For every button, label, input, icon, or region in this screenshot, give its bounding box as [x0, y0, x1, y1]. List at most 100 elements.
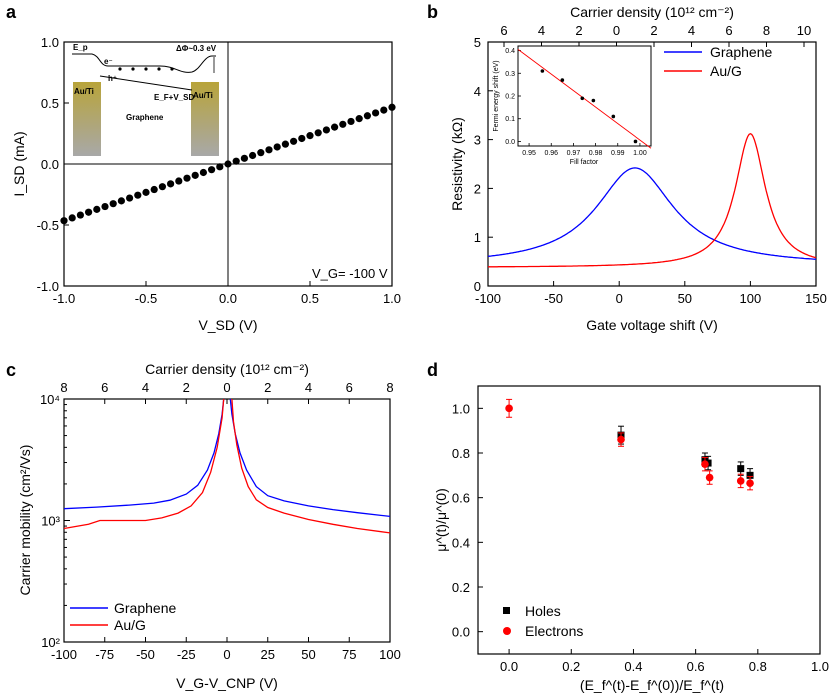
a-data-point	[363, 112, 371, 120]
inset-data-point	[540, 69, 545, 73]
b-xtick-label: 0	[616, 291, 623, 306]
a-data-point	[191, 171, 199, 179]
panel-a-ylabel: I_SD (mA)	[11, 131, 27, 196]
a-data-point	[126, 194, 134, 202]
a-data-point	[257, 149, 265, 157]
c-xtick-label: 0	[223, 647, 230, 662]
legend-c-aug-label: Au/G	[114, 617, 146, 633]
a-data-point	[142, 188, 150, 196]
d-holes-point	[746, 471, 754, 479]
b-series-aug-line	[488, 132, 817, 268]
a-data-point	[265, 146, 273, 154]
a-data-point	[117, 197, 125, 205]
panel-b-ylabel: Resistivity (kΩ)	[449, 117, 465, 211]
a-data-point	[380, 106, 388, 114]
c-series-aug-left	[63, 398, 225, 530]
panel-b-frame	[487, 41, 817, 287]
panel-a-iv-curve: -1.0 -0.5 0.0 0.5 1.0 1.0 0.5 0.0 -0.5 -1.0 V_G=…	[11, 35, 401, 333]
panel-letter-d: d	[427, 360, 438, 380]
c-toptick-label: 8	[386, 380, 393, 395]
panel-c-top-xlabel: Carrier density (10¹² cm⁻²)	[145, 361, 309, 377]
a-data-point	[85, 208, 93, 216]
b-toptick-label: 2	[575, 23, 582, 38]
panel-d-xlabel: (E_f^(t)-E_f^(0))/E_f^(t)	[580, 677, 724, 693]
b-toptick-label: 4	[538, 23, 545, 38]
d-ytick-label: 0.6	[452, 491, 470, 506]
a-data-point	[240, 154, 248, 162]
panel-letter-b: b	[427, 2, 438, 22]
c-xtick-label: 75	[342, 647, 356, 662]
a-xtick-label: -1.0	[53, 291, 75, 306]
a-data-point	[93, 205, 101, 213]
panel-a-band-diagram: Au/Ti Au/Ti Graphene E_p e⁻ h⁺ ΔΦ~0.3 eV…	[72, 43, 219, 156]
c-xtick-label: -100	[51, 647, 77, 662]
c-toptick-label: 2	[183, 380, 190, 395]
a-data-point	[167, 180, 175, 188]
a-xtick-label: 1.0	[383, 291, 401, 306]
b-ytick-label: 3	[474, 133, 481, 148]
a-data-point	[150, 185, 158, 194]
legend-electrons-marker	[503, 627, 511, 635]
a-data-point	[388, 103, 396, 111]
a-data-point	[199, 168, 207, 177]
b-toptick-label: 2	[650, 23, 657, 38]
b-toptick-label: 6	[500, 23, 507, 38]
panel-d-legend: Holes Electrons	[503, 603, 583, 639]
c-xtick-label: -50	[136, 647, 155, 662]
a-data-point	[372, 109, 380, 117]
panel-c-ylabel: Carrier mobility (cm²/Vs)	[17, 445, 33, 596]
panel-d-frame	[477, 385, 821, 655]
a-ytick-label: 0.5	[41, 96, 59, 111]
b-ytick-label: 0	[474, 279, 481, 294]
panel-b-legend: Graphene Au/G	[664, 44, 772, 79]
panel-b-inset: 0.95 0.96 0.97 0.98 0.99 1.000.40.30.20.10.0 …	[493, 45, 652, 166]
d-ytick-label: 1.0	[452, 401, 470, 416]
panel-a-annotation: V_G= -100 V	[312, 266, 388, 281]
a-data-point	[290, 137, 298, 145]
right-contact-label: Au/Ti	[193, 91, 213, 100]
a-ytick-label: -0.5	[37, 218, 59, 233]
inset-xtick-label: 0.95	[522, 150, 536, 157]
c-toptick-label: 6	[101, 380, 108, 395]
panel-letter-c: c	[6, 360, 16, 380]
d-ytick-label: 0.2	[452, 580, 470, 595]
a-data-point	[183, 174, 191, 182]
c-ytick-label: 10²	[41, 635, 60, 650]
a-data-point	[101, 202, 109, 211]
d-holes-point	[737, 465, 745, 473]
d-electrons-point	[701, 460, 709, 468]
panel-b-top-xlabel: Carrier density (10¹² cm⁻²)	[570, 4, 734, 20]
a-data-point	[249, 151, 257, 160]
a-data-point	[339, 120, 347, 128]
d-xtick-label: 0.0	[500, 659, 518, 674]
d-electrons-point	[505, 404, 513, 413]
a-data-point	[306, 132, 314, 140]
a-data-point	[76, 211, 84, 219]
c-toptick-label: 6	[346, 380, 353, 395]
b-ytick-label: 1	[474, 230, 481, 245]
d-ytick-label: 0.0	[452, 625, 470, 640]
a-data-point	[208, 166, 216, 174]
a-data-point	[298, 134, 306, 143]
dphi-label: ΔΦ~0.3 eV	[176, 44, 217, 53]
d-electrons-point	[746, 479, 754, 487]
c-series-graphene-right	[229, 398, 391, 518]
inset-ytick-label: 0.1	[505, 116, 515, 123]
right-contact	[191, 82, 219, 156]
legend-holes-marker	[503, 607, 510, 614]
panel-d-ratio: 0.0 0.2 0.4 0.6 0.8 1.0 1.0 0.8 0.6 0.4 0.2 0.0 (E…	[433, 385, 829, 693]
inset-ytick-label: 0.2	[505, 94, 515, 101]
panel-d-ylabel: μ^(t)/μ^(0)	[433, 488, 449, 552]
a-ytick-label: 0.0	[41, 157, 59, 172]
fermi-label: E_F+V_SD	[154, 93, 194, 102]
legend-c-graphene-label: Graphene	[114, 600, 176, 616]
b-toptick-label: 4	[688, 23, 695, 38]
electron-dot	[144, 67, 148, 71]
d-ytick-label: 0.4	[452, 535, 470, 550]
panel-c-legend: Graphene Au/G	[70, 600, 176, 633]
inset-fit-line	[517, 49, 652, 149]
c-xtick-label: 50	[301, 647, 315, 662]
legend-graphene-label: Graphene	[710, 44, 772, 60]
a-data-point	[158, 183, 166, 191]
panel-a-xlabel: V_SD (V)	[198, 317, 257, 333]
